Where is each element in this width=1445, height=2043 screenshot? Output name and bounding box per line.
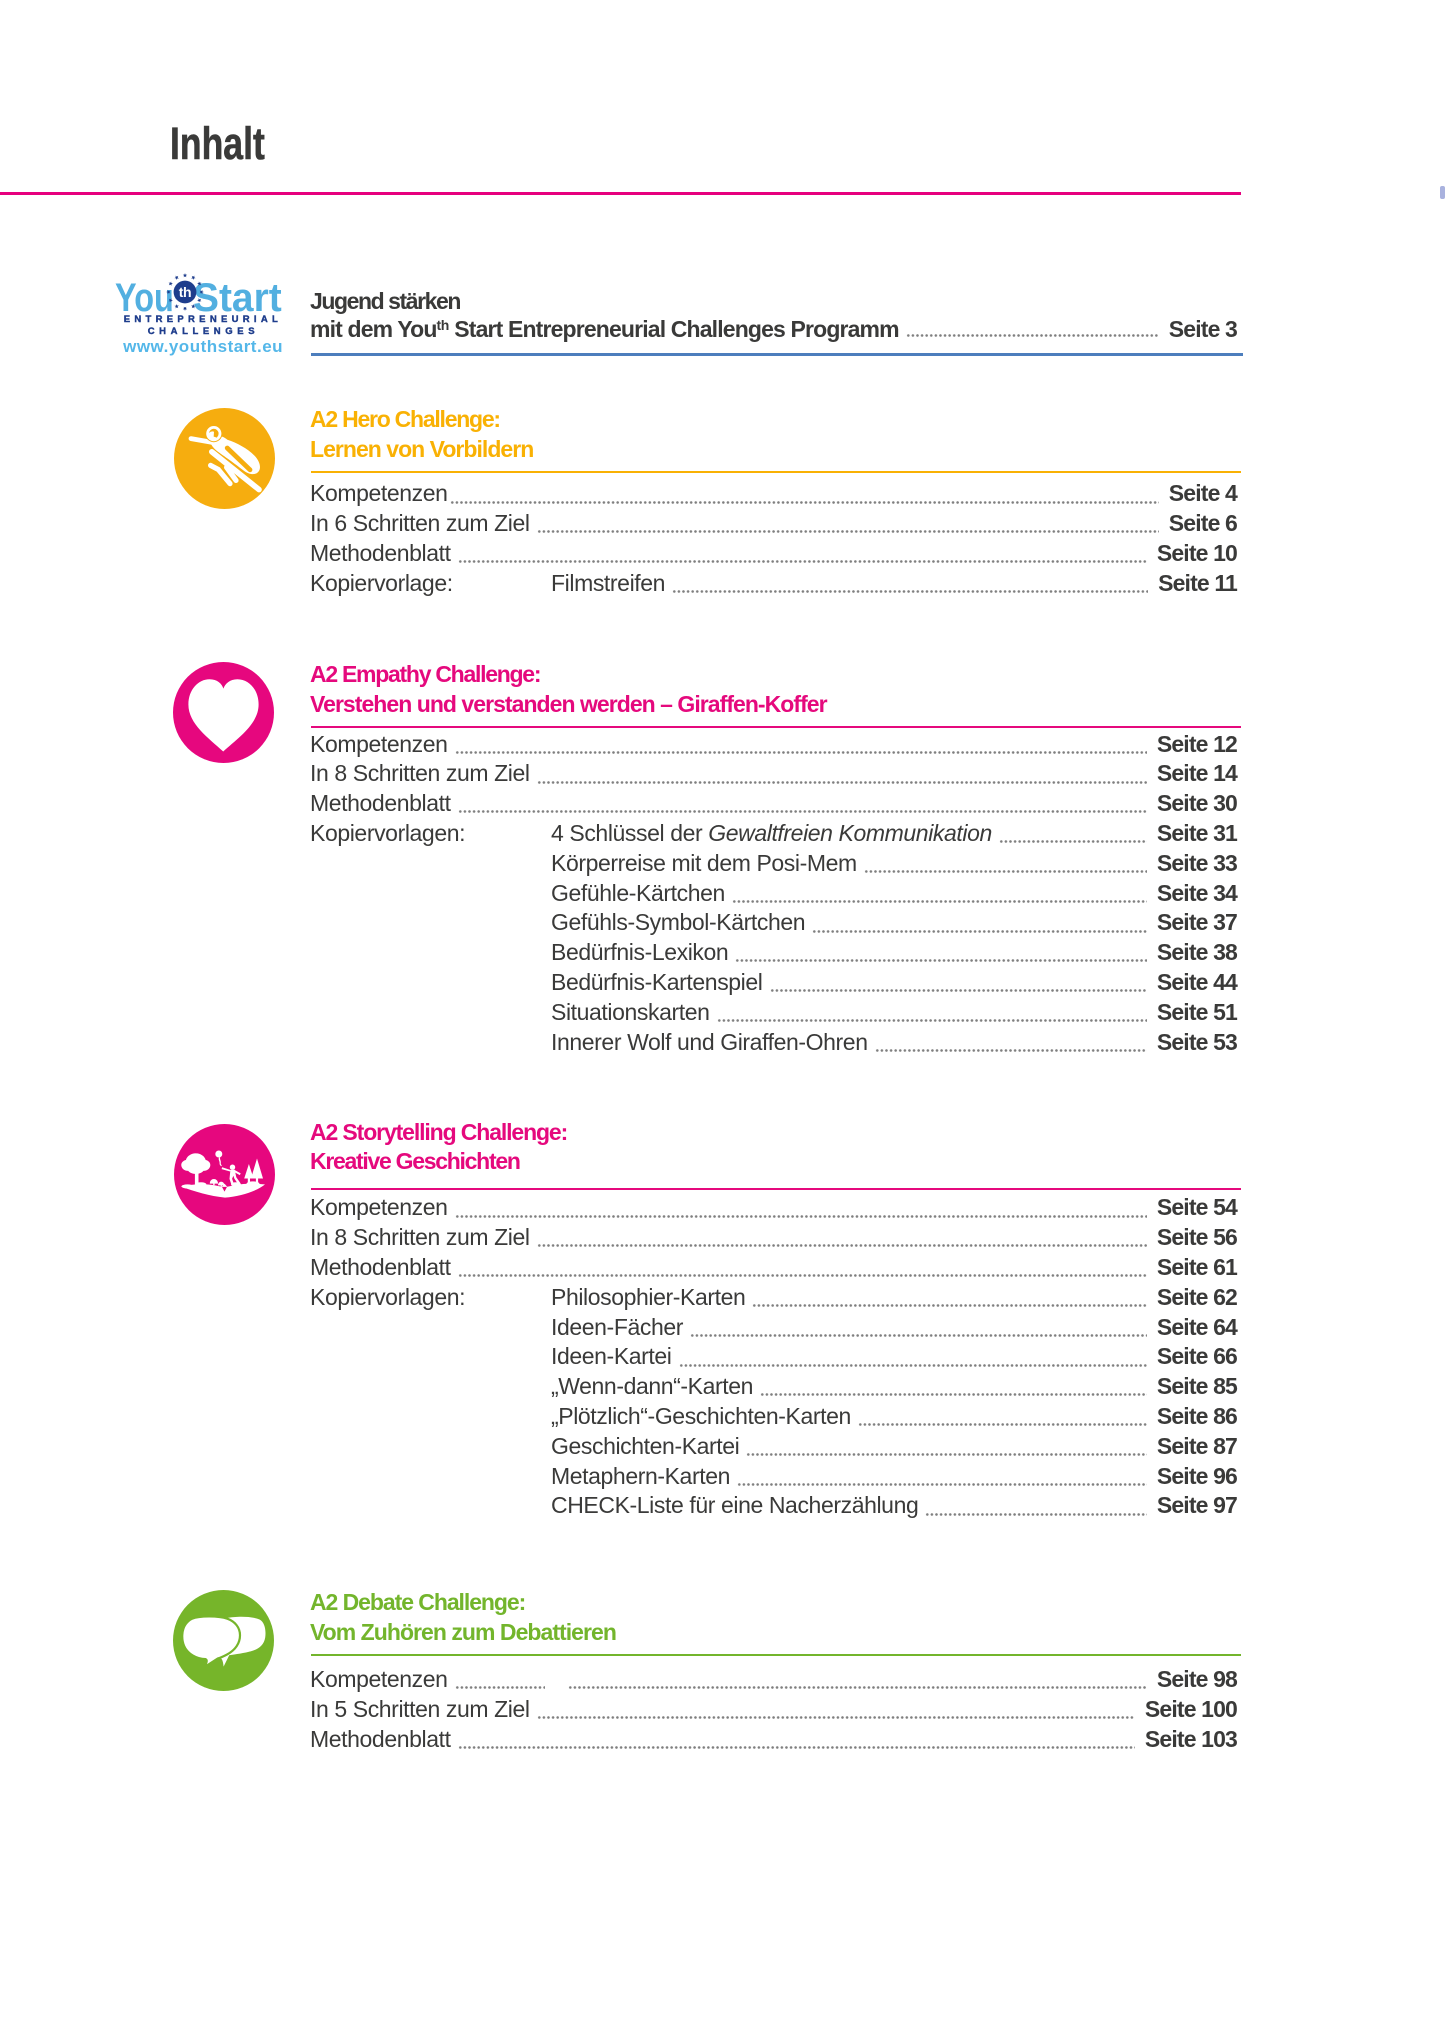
svg-text:th: th bbox=[179, 284, 191, 300]
